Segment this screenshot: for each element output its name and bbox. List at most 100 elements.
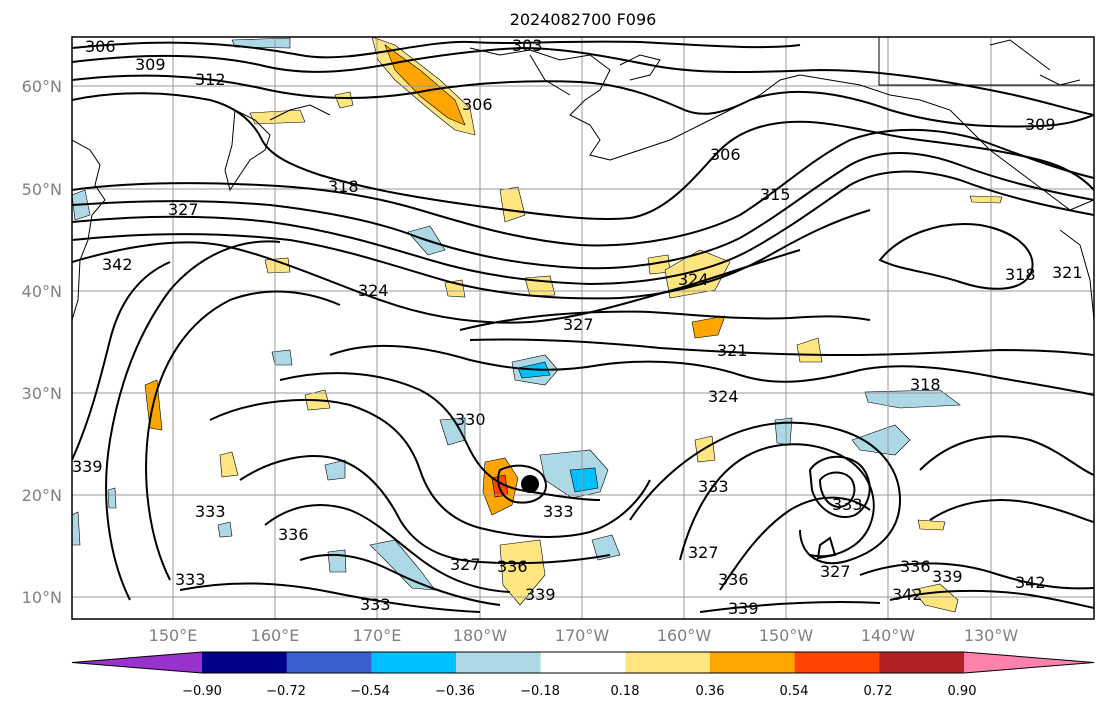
positive-anomaly-region <box>499 539 546 606</box>
storm-center-dot <box>521 475 539 493</box>
contour-label: 327 <box>168 200 199 219</box>
lon-label: 170°W <box>555 626 610 645</box>
contour-label: 318 <box>1005 265 1036 284</box>
contour-label: 306 <box>710 145 741 164</box>
negative-anomaly-region <box>107 487 117 509</box>
contour-label: 321 <box>1052 263 1083 282</box>
colorbar-tick: −0.54 <box>350 684 390 699</box>
negative-anomaly-region <box>72 511 81 546</box>
negative-anomaly-region <box>569 467 599 493</box>
colorbar <box>71 651 1095 674</box>
contour-label: 318 <box>328 177 359 196</box>
lat-label: 50°N <box>22 180 62 199</box>
colorbar-tick: 0.36 <box>696 684 725 699</box>
lat-label: 30°N <box>22 384 62 403</box>
contour-label: 336 <box>278 525 309 544</box>
contour-labels: 306 309 312 303 306 306 309 318 327 342 … <box>72 36 1083 618</box>
contour-label: 318 <box>910 375 941 394</box>
contour-label: 327 <box>688 543 719 562</box>
contour-label: 342 <box>102 255 133 274</box>
colorbar-segment <box>456 652 542 673</box>
colorbar-segment <box>710 652 796 673</box>
colorbar-ticks: −0.90 −0.72 −0.54 −0.36 −0.18 0.18 0.36 … <box>182 684 976 699</box>
contour-label: 333 <box>698 477 729 496</box>
colorbar-segment <box>540 652 626 673</box>
lon-label: 130°W <box>964 626 1019 645</box>
lon-label: 150°W <box>759 626 814 645</box>
positive-anomaly-region <box>691 315 726 339</box>
contour-label: 309 <box>1025 115 1056 134</box>
colorbar-segment <box>286 652 372 673</box>
contour-label: 336 <box>497 557 528 576</box>
map-frame <box>71 36 1095 620</box>
colorbar-outline <box>71 651 1095 674</box>
colorbar-tick: −0.36 <box>435 684 475 699</box>
colorbar-segment <box>794 652 880 673</box>
map-title: 2024082700 F096 <box>510 10 657 29</box>
contour-label: 339 <box>728 599 759 618</box>
lon-label: 150°E <box>149 626 198 645</box>
negative-anomaly-region <box>591 534 621 561</box>
longitude-labels: 150°E 160°E 170°E 180°W 170°W 160°W 150°… <box>149 626 1019 645</box>
positive-anomaly-region <box>384 44 466 126</box>
colorbar-tick: −0.72 <box>266 684 306 699</box>
height-contours <box>72 40 1094 613</box>
colorbar-segment <box>879 652 965 673</box>
lat-label: 20°N <box>22 486 62 505</box>
contour-label: 327 <box>450 555 481 574</box>
positive-anomaly-region <box>796 337 823 363</box>
contour-label: 327 <box>563 315 594 334</box>
contour-label: 333 <box>360 595 391 614</box>
negative-anomaly-region <box>864 389 961 409</box>
contour-label: 306 <box>85 37 116 56</box>
graticule <box>72 37 1094 619</box>
contour-label: 333 <box>543 502 574 521</box>
colorbar-segment <box>202 652 288 673</box>
negative-anomaly-region <box>217 521 233 538</box>
colorbar-segment <box>371 652 457 673</box>
contour-label: 333 <box>175 570 206 589</box>
coastlines <box>72 37 1094 321</box>
contour-label: 333 <box>832 495 863 514</box>
contour-label: 339 <box>72 457 103 476</box>
contour-label: 339 <box>932 567 963 586</box>
lat-label: 10°N <box>22 588 62 607</box>
negative-anomaly-region <box>324 459 346 481</box>
colorbar-tick: −0.18 <box>520 684 560 699</box>
positive-anomaly-region <box>334 91 354 109</box>
contour-label: 327 <box>820 562 851 581</box>
contour-label: 312 <box>195 70 226 89</box>
lon-label: 160°E <box>251 626 300 645</box>
contour-label: 336 <box>718 570 749 589</box>
positive-anomaly-region <box>249 109 306 125</box>
contour-label: 324 <box>708 387 739 406</box>
contour-label: 324 <box>678 270 709 289</box>
shading-layer <box>72 37 1003 613</box>
lon-label: 180°W <box>453 626 508 645</box>
negative-anomaly-region <box>327 549 347 573</box>
colorbar-tick: −0.90 <box>182 684 222 699</box>
contour-label: 336 <box>900 557 931 576</box>
colorbar-segment <box>72 652 202 673</box>
contour-label: 321 <box>717 341 748 360</box>
colorbar-segment <box>625 652 711 673</box>
contour-label: 339 <box>525 585 556 604</box>
contour-label: 324 <box>358 281 389 300</box>
colorbar-tick: 0.90 <box>948 684 977 699</box>
lon-label: 170°E <box>353 626 402 645</box>
contour-label: 333 <box>195 502 226 521</box>
lat-label: 40°N <box>22 282 62 301</box>
contour-label: 330 <box>455 410 486 429</box>
positive-anomaly-region <box>219 451 239 478</box>
positive-anomaly-region <box>499 186 526 223</box>
positive-anomaly-region <box>969 195 1003 204</box>
contour-label: 342 <box>1015 573 1046 592</box>
positive-anomaly-region <box>264 257 291 274</box>
latitude-labels: 60°N 50°N 40°N 30°N 20°N 10°N <box>22 77 62 607</box>
contour-label: 309 <box>135 55 166 74</box>
colorbar-tick: 0.72 <box>864 684 893 699</box>
lon-label: 140°W <box>861 626 916 645</box>
lon-label: 160°W <box>657 626 712 645</box>
negative-anomaly-region <box>271 349 293 366</box>
